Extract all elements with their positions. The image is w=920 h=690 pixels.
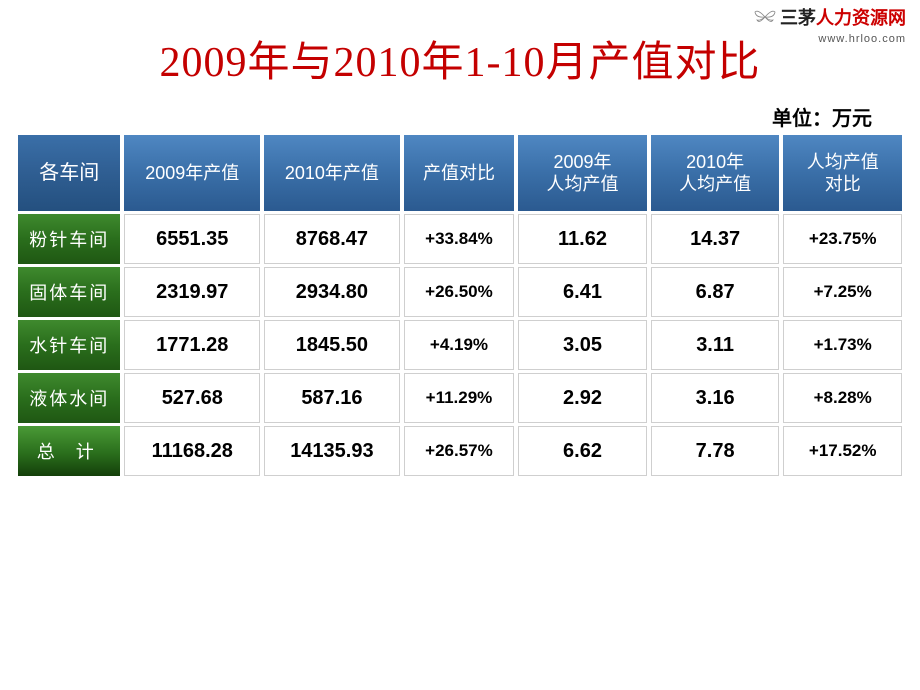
cell-2009-percap: 3.05 — [518, 320, 647, 370]
comparison-table: 各车间 2009年产值 2010年产值 产值对比 2009年人均产值 2010年… — [14, 132, 906, 479]
cell-2009-value: 1771.28 — [124, 320, 260, 370]
cell-2010-value: 8768.47 — [264, 214, 400, 264]
col-header-workshop: 各车间 — [18, 135, 120, 211]
cell-value-compare: +33.84% — [404, 214, 515, 264]
col-header-2010-percap: 2010年人均产值 — [651, 135, 780, 211]
unit-label: 单位：万元 — [772, 102, 872, 131]
cell-value-compare: +11.29% — [404, 373, 515, 423]
col-header-2009-value: 2009年产值 — [124, 135, 260, 211]
cell-2009-value: 527.68 — [124, 373, 260, 423]
row-label-total: 总 计 — [18, 426, 120, 476]
cell-2009-percap: 6.41 — [518, 267, 647, 317]
table-row: 粉针车间 6551.35 8768.47 +33.84% 11.62 14.37… — [18, 214, 902, 264]
cell-2010-value: 14135.93 — [264, 426, 400, 476]
cell-percap-compare: +8.28% — [783, 373, 902, 423]
col-header-percap-compare: 人均产值对比 — [783, 135, 902, 211]
cell-2009-percap: 2.92 — [518, 373, 647, 423]
cell-2009-percap: 11.62 — [518, 214, 647, 264]
cell-2009-value: 2319.97 — [124, 267, 260, 317]
cell-percap-compare: +23.75% — [783, 214, 902, 264]
cell-2010-percap: 7.78 — [651, 426, 780, 476]
cell-2010-percap: 3.11 — [651, 320, 780, 370]
row-label: 固体车间 — [18, 267, 120, 317]
cell-2010-percap: 3.16 — [651, 373, 780, 423]
table-row: 固体车间 2319.97 2934.80 +26.50% 6.41 6.87 +… — [18, 267, 902, 317]
cell-percap-compare: +17.52% — [783, 426, 902, 476]
cell-value-compare: +4.19% — [404, 320, 515, 370]
watermark-logo: 三茅人力资源网 www.hrloo.com — [754, 8, 906, 45]
cell-percap-compare: +7.25% — [783, 267, 902, 317]
table-header-row: 各车间 2009年产值 2010年产值 产值对比 2009年人均产值 2010年… — [18, 135, 902, 211]
cell-2010-value: 2934.80 — [264, 267, 400, 317]
cell-value-compare: +26.57% — [404, 426, 515, 476]
watermark-brand-prefix: 三茅 — [780, 8, 816, 28]
cell-2010-value: 587.16 — [264, 373, 400, 423]
cell-2009-percap: 6.62 — [518, 426, 647, 476]
butterfly-icon — [754, 8, 776, 31]
col-header-value-compare: 产值对比 — [404, 135, 515, 211]
cell-2009-value: 11168.28 — [124, 426, 260, 476]
cell-2010-value: 1845.50 — [264, 320, 400, 370]
cell-value-compare: +26.50% — [404, 267, 515, 317]
watermark-url: www.hrloo.com — [754, 33, 906, 45]
row-label: 水针车间 — [18, 320, 120, 370]
table-row-total: 总 计 11168.28 14135.93 +26.57% 6.62 7.78 … — [18, 426, 902, 476]
cell-2009-value: 6551.35 — [124, 214, 260, 264]
cell-2010-percap: 14.37 — [651, 214, 780, 264]
watermark-brand-suffix: 人力资源网 — [816, 8, 906, 28]
col-header-2010-value: 2010年产值 — [264, 135, 400, 211]
row-label: 液体水间 — [18, 373, 120, 423]
row-label: 粉针车间 — [18, 214, 120, 264]
table-row: 水针车间 1771.28 1845.50 +4.19% 3.05 3.11 +1… — [18, 320, 902, 370]
table-row: 液体水间 527.68 587.16 +11.29% 2.92 3.16 +8.… — [18, 373, 902, 423]
cell-percap-compare: +1.73% — [783, 320, 902, 370]
cell-2010-percap: 6.87 — [651, 267, 780, 317]
col-header-2009-percap: 2009年人均产值 — [518, 135, 647, 211]
